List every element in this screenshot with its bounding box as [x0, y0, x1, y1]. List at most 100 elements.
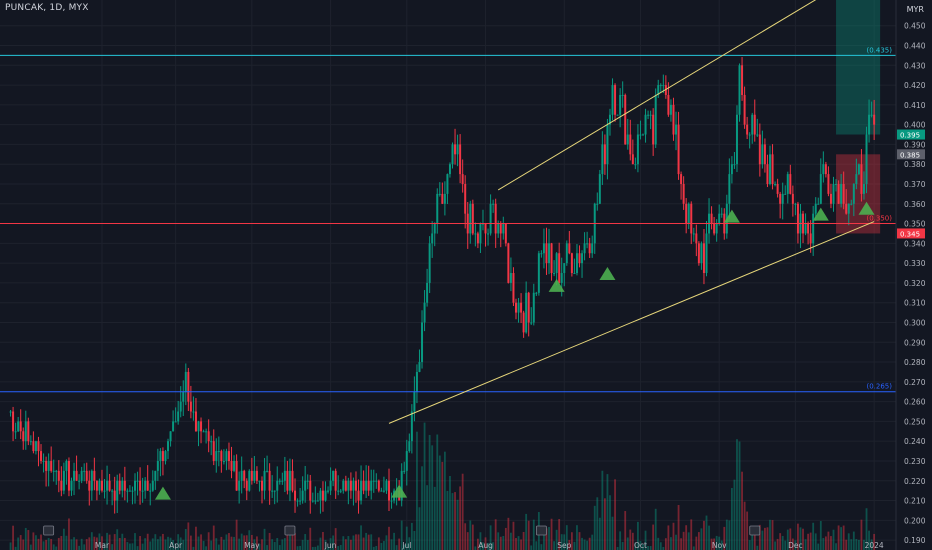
candle-body-63	[167, 441, 170, 452]
volume-bar-294	[753, 530, 756, 550]
volume-bar-15	[45, 539, 47, 550]
price-tag-2	[897, 228, 925, 239]
candle-body-165	[426, 282, 429, 303]
volume-bar-233	[598, 517, 601, 550]
volume-bar-296	[758, 524, 761, 550]
time-label-8: Nov	[712, 541, 727, 550]
volume-bar-56	[149, 541, 152, 550]
time-label-9: Dec	[788, 541, 803, 550]
candle-body-289	[741, 65, 744, 95]
volume-bar-21	[60, 536, 63, 550]
candle-body-49	[131, 490, 134, 492]
volume-bar-140	[362, 537, 365, 550]
candle-body-160	[413, 391, 416, 412]
volume-bar-166	[428, 434, 431, 550]
volume-bar-309	[791, 538, 794, 550]
volume-bar-199	[512, 521, 515, 550]
volume-bar-137	[355, 534, 357, 550]
volume-bar-256	[657, 537, 660, 550]
candle-body-65	[172, 421, 175, 432]
candle-body-249	[639, 134, 642, 136]
candle-body-134	[347, 480, 350, 491]
volume-bar-228	[586, 540, 589, 550]
volume-bar-27	[75, 539, 78, 550]
candle-body-339	[868, 114, 871, 135]
volume-bar-216	[555, 529, 558, 550]
signal-triangle-4	[723, 209, 740, 223]
price-tick-21: 0.240	[904, 437, 926, 446]
volume-bar-112	[291, 529, 294, 550]
candle-body-33	[90, 470, 93, 491]
candle-body-318	[814, 203, 817, 214]
volume-bar-54	[144, 538, 147, 550]
volume-bar-306	[784, 540, 787, 550]
volume-bar-119	[309, 527, 312, 550]
volume-bar-335	[858, 539, 860, 550]
volume-bar-301	[771, 520, 774, 550]
candle-body-304	[779, 193, 782, 204]
volume-bar-265	[680, 538, 682, 550]
volume-bar-115	[299, 545, 301, 550]
candle-body-183	[471, 203, 474, 234]
candle-body-130	[337, 490, 340, 492]
volume-bar-108	[281, 539, 284, 550]
volume-bar-298	[764, 527, 766, 550]
volume-bar-303	[776, 538, 779, 550]
candle-body-16	[47, 460, 50, 471]
volume-bar-222	[570, 532, 573, 550]
volume-bar-234	[601, 470, 604, 550]
volume-bar-16	[47, 538, 50, 550]
candle-body-68	[179, 401, 182, 412]
candle-body-258	[662, 85, 665, 87]
candle-body-137	[354, 480, 357, 491]
volume-bar-32	[88, 537, 91, 550]
volume-bar-72	[189, 535, 192, 550]
volume-bar-62	[164, 539, 167, 550]
volume-bar-61	[162, 533, 164, 550]
volume-bar-267	[685, 525, 688, 550]
volume-bar-83	[217, 544, 220, 550]
volume-bar-276	[708, 525, 710, 550]
candle-body-215	[553, 273, 556, 275]
candle-body-319	[817, 203, 820, 205]
volume-bar-218	[560, 534, 563, 550]
volume-bar-153	[395, 545, 398, 550]
candle-body-281	[720, 213, 723, 215]
candle-body-142	[367, 480, 370, 491]
volume-bar-10	[32, 532, 35, 550]
price-tick-1: 0.440	[904, 42, 926, 51]
candle-body-109	[283, 470, 286, 481]
candle-body-58	[154, 470, 157, 481]
volume-bar-125	[324, 539, 327, 550]
candle-body-305	[781, 193, 784, 204]
volume-bar-275	[705, 515, 708, 550]
volume-bar-121	[314, 546, 317, 550]
candle-body-106	[276, 480, 279, 491]
volume-bar-314	[804, 539, 807, 550]
candle-body-338	[865, 134, 868, 184]
candle-body-307	[786, 174, 789, 194]
volume-bar-196	[504, 527, 507, 550]
candle-body-47	[126, 490, 129, 492]
candle-body-219	[563, 263, 566, 274]
candle-body-294	[753, 114, 756, 135]
volume-bar-139	[360, 525, 362, 550]
candle-body-278	[713, 223, 716, 234]
candle-body-275	[705, 233, 708, 274]
volume-bar-244	[626, 537, 629, 550]
candle-body-83	[217, 451, 220, 453]
candle-body-273	[700, 243, 703, 264]
volume-bar-104	[271, 539, 274, 550]
candle-body-89	[233, 460, 236, 471]
volume-bar-320	[819, 521, 822, 550]
volume-bar-172	[443, 451, 446, 550]
candle-body-9	[29, 441, 32, 443]
volume-bar-266	[682, 531, 685, 550]
volume-bar-126	[327, 546, 329, 550]
volume-bar-315	[807, 533, 809, 550]
volume-bar-77	[202, 540, 205, 550]
volume-bar-106	[276, 538, 279, 550]
volume-bar-163	[421, 466, 423, 550]
volume-bar-295	[756, 545, 759, 550]
